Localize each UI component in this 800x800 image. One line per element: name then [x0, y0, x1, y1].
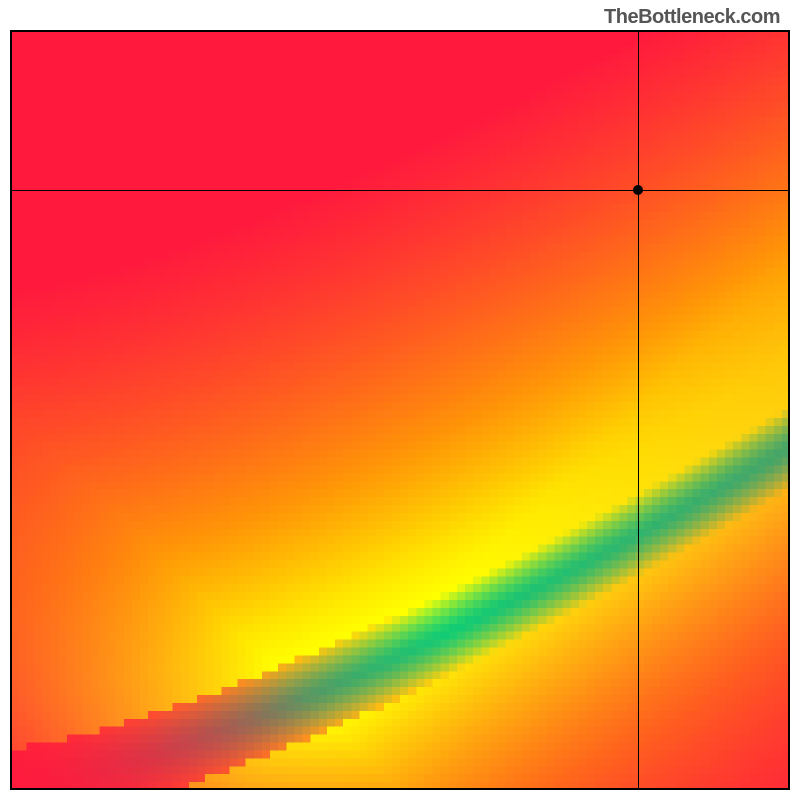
watermark-text: TheBottleneck.com [604, 6, 780, 29]
bottleneck-heatmap [10, 30, 790, 790]
heatmap-canvas [10, 30, 790, 790]
